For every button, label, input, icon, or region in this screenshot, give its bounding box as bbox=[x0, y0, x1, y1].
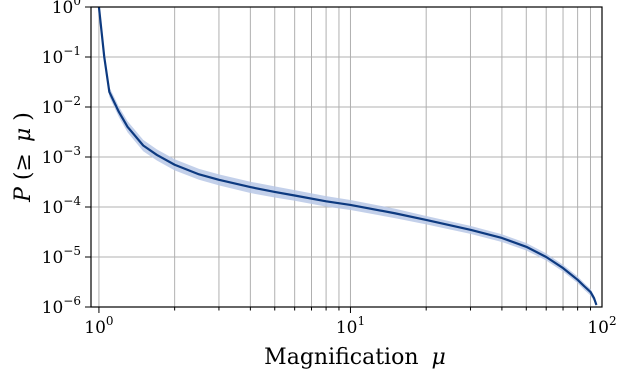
y-axis-label-tail: ) bbox=[11, 112, 36, 121]
x-axis-label-text: Magnification bbox=[264, 345, 418, 370]
y-tick-label: 10−5 bbox=[42, 244, 81, 268]
x-axis-label-symbol: μ bbox=[432, 345, 446, 370]
y-tick-label: 10−3 bbox=[42, 144, 81, 168]
y-axis-label: P (≥ μ ) bbox=[11, 112, 36, 203]
x-tick-label: 100 bbox=[84, 314, 113, 338]
y-tick-label: 10−6 bbox=[42, 294, 81, 318]
y-axis-label-p: P bbox=[11, 186, 36, 203]
x-tick-label: 102 bbox=[587, 314, 616, 338]
y-tick-label: 10−4 bbox=[42, 194, 82, 218]
y-axis-label-lead: (≥ bbox=[11, 153, 36, 180]
y-axis-label-symbol: μ bbox=[11, 128, 36, 142]
x-tick-label: 101 bbox=[336, 314, 365, 338]
series-line bbox=[99, 7, 596, 305]
y-tick-label: 10−1 bbox=[42, 44, 81, 68]
y-tick-label: 10−2 bbox=[42, 94, 81, 118]
x-axis-label: Magnification μ bbox=[264, 345, 446, 370]
y-tick-label: 100 bbox=[52, 0, 81, 18]
